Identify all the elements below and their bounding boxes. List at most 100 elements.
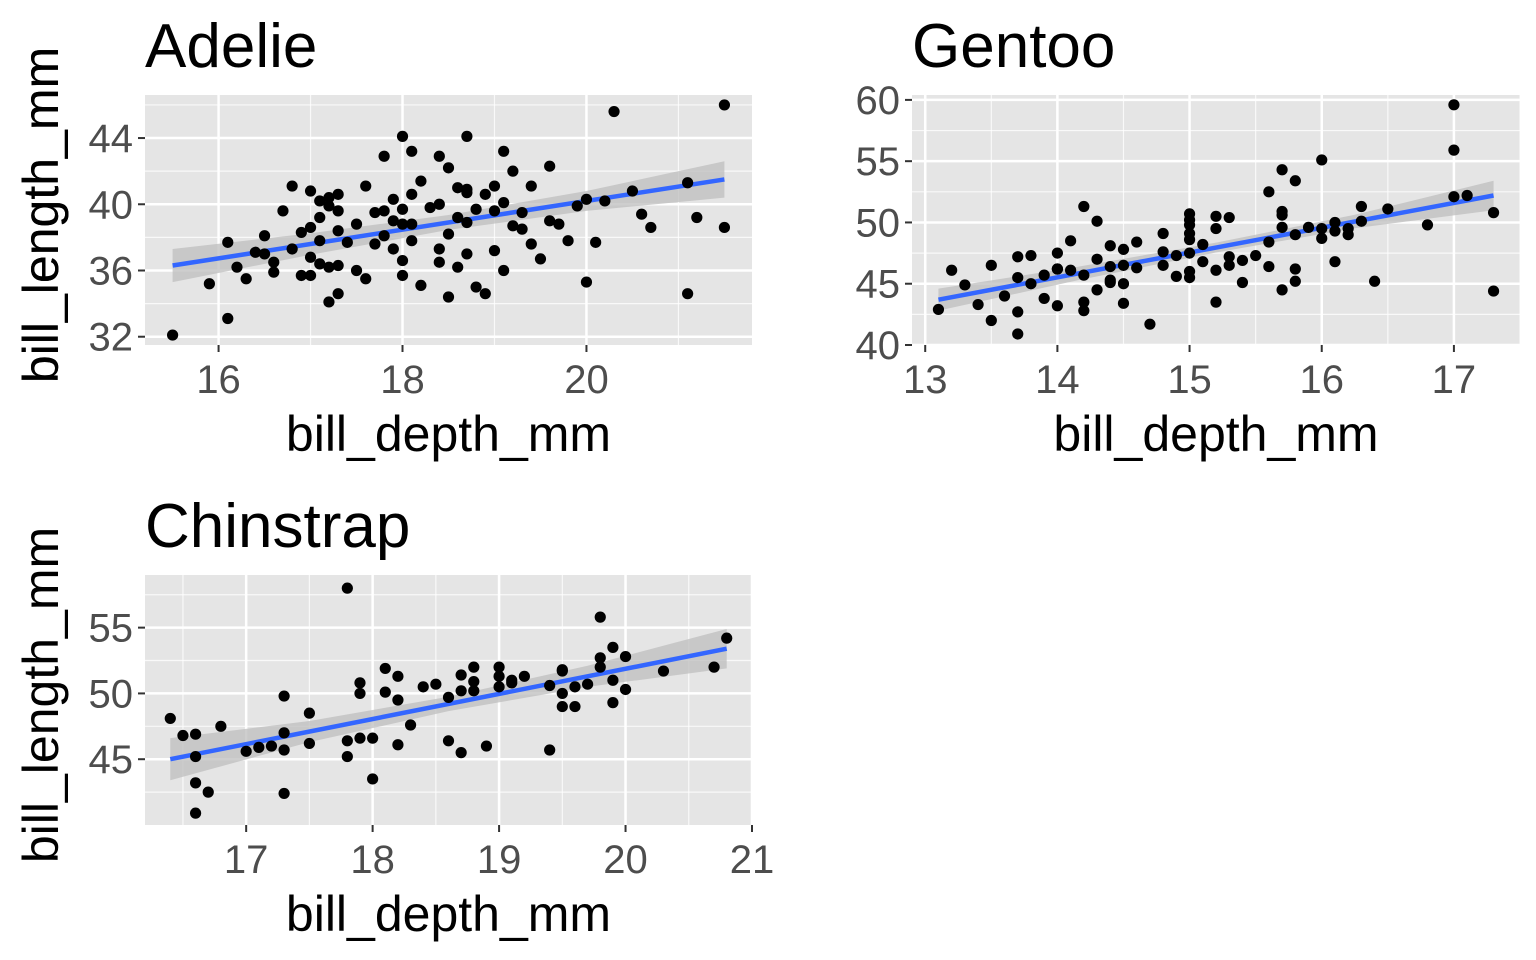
data-point [1250, 249, 1262, 262]
x-tick-label: 16 [1299, 358, 1344, 402]
data-point [332, 288, 344, 300]
data-point [323, 200, 335, 212]
data-point [1276, 205, 1288, 218]
data-point [304, 185, 317, 197]
data-point [480, 740, 493, 752]
data-point [387, 243, 399, 255]
data-point [1329, 256, 1341, 268]
data-point [1104, 240, 1116, 252]
data-point [518, 670, 530, 682]
data-point [1157, 246, 1169, 258]
data-point [569, 700, 581, 713]
data-point [516, 206, 528, 219]
data-point [657, 665, 670, 677]
data-point [946, 264, 958, 276]
data-point [369, 238, 381, 250]
data-point [442, 162, 455, 174]
data-point [636, 208, 648, 220]
data-point [985, 259, 997, 271]
data-point [607, 697, 619, 709]
y-tick-label: 32 [89, 316, 134, 360]
data-point [1025, 249, 1037, 262]
data-point [516, 223, 528, 235]
x-axis-label: bill_depth_mm [286, 406, 611, 462]
data-point [1038, 292, 1050, 305]
data-point [1078, 296, 1090, 308]
data-point [1117, 297, 1130, 309]
data-point [433, 198, 445, 210]
panel-chinstrap: 17 18 19 20 21 45 50 55 Chinstrap bill_depth_mm bi… [13, 492, 774, 942]
data-point [354, 687, 366, 700]
data-point [314, 195, 326, 207]
data-point [278, 690, 290, 702]
data-point [424, 201, 436, 214]
data-point [594, 611, 606, 623]
data-point [387, 193, 399, 205]
data-point [461, 130, 473, 142]
x-tick-label: 15 [1167, 358, 1212, 402]
data-point [367, 732, 379, 744]
data-point [286, 180, 298, 192]
data-point [455, 685, 467, 697]
regression-line [169, 646, 728, 762]
data-point [341, 236, 353, 248]
data-point [1091, 284, 1103, 296]
data-point [718, 221, 731, 234]
data-point [1448, 191, 1460, 203]
data-point [164, 712, 176, 725]
data-point [455, 747, 467, 759]
data-point [392, 739, 404, 751]
data-point [415, 279, 427, 291]
data-point [1025, 278, 1037, 290]
data-point [433, 243, 445, 255]
data-point [544, 744, 556, 756]
data-point [468, 661, 480, 673]
data-point [442, 735, 455, 747]
data-point [452, 211, 464, 224]
data-point [404, 719, 417, 731]
data-point [507, 165, 519, 177]
chart-title: Gentoo [912, 12, 1115, 81]
data-point [1210, 210, 1222, 222]
data-point [369, 206, 381, 219]
y-tick-label: 36 [89, 249, 134, 293]
data-point [442, 691, 455, 703]
data-point [304, 251, 317, 263]
data-point [1170, 249, 1182, 262]
data-point [323, 296, 335, 308]
data-point [332, 259, 344, 272]
data-point [718, 99, 731, 111]
data-point [493, 681, 505, 693]
data-point [1197, 256, 1209, 268]
data-point [1210, 296, 1222, 308]
data-point [303, 737, 315, 750]
data-point [222, 236, 234, 248]
data-point [396, 269, 409, 282]
data-point [1131, 236, 1143, 248]
data-point [392, 694, 404, 706]
x-tick-label: 16 [196, 358, 241, 402]
x-tick-label: 14 [1035, 358, 1080, 402]
data-point [350, 218, 363, 230]
data-point [608, 105, 620, 118]
data-point [594, 652, 606, 664]
data-point [461, 187, 473, 199]
chart-title: Chinstrap [145, 492, 410, 561]
data-point [417, 681, 429, 693]
x-tick-label: 17 [1432, 358, 1477, 402]
data-point [1223, 259, 1235, 271]
data-point [240, 745, 252, 757]
data-point [1183, 234, 1196, 246]
y-axis-label: bill_length_mm [13, 47, 69, 383]
data-point [1012, 271, 1024, 284]
data-point [571, 200, 583, 212]
data-point [580, 193, 593, 205]
data-point [525, 238, 537, 250]
x-axis-label: bill_depth_mm [1053, 406, 1378, 462]
y-tick-label: 55 [89, 607, 134, 651]
x-tick-label: 21 [730, 838, 775, 882]
data-point [378, 230, 390, 242]
data-point [1263, 186, 1275, 198]
data-point [1329, 216, 1341, 229]
